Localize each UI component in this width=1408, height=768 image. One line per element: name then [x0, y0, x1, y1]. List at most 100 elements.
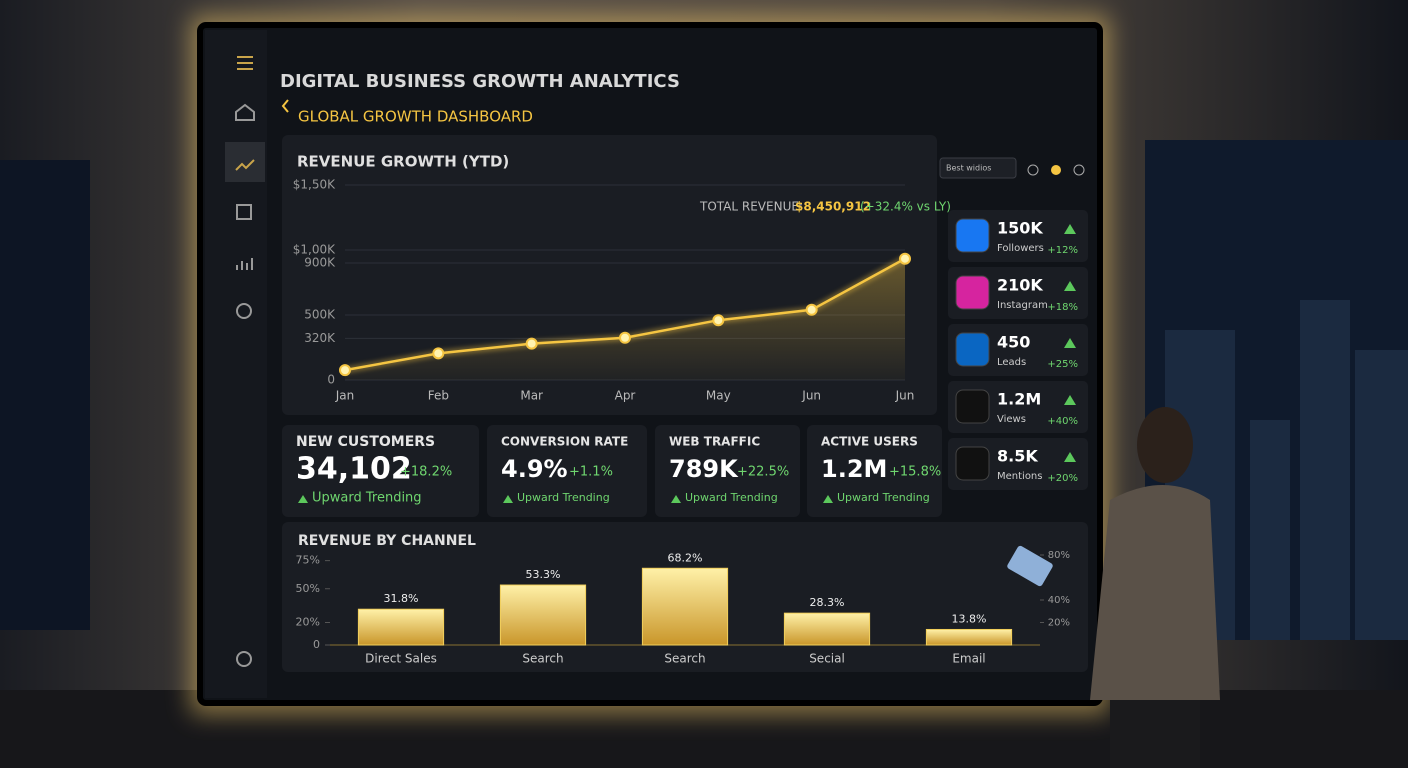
social-icon — [955, 446, 990, 481]
kpi-note: Upward Trending — [685, 491, 778, 504]
page-title: DIGITAL BUSINESS GROWTH ANALYTICS — [280, 71, 680, 92]
y2-tick-label: 40% — [1048, 595, 1070, 606]
x-tick-label: Feb — [428, 389, 449, 403]
kpi-note: Upward Trending — [312, 491, 422, 506]
total-change: (+32.4% vs LY) — [860, 200, 951, 214]
value-label: 53.3% — [526, 568, 561, 581]
up-arrow — [1064, 452, 1076, 462]
bar — [499, 584, 587, 646]
chart-icon[interactable] — [236, 258, 253, 270]
y-tick-label: 75% — [296, 554, 320, 567]
bell-icon[interactable] — [1051, 165, 1061, 175]
social-change: +18% — [1047, 302, 1078, 313]
x-tick-label: Search — [522, 652, 563, 666]
data-point — [432, 347, 445, 360]
social-label: Views — [997, 414, 1026, 425]
y-tick-label: 50% — [296, 582, 320, 595]
y-tick-label: 0 — [327, 373, 335, 387]
social-value: 450 — [997, 333, 1030, 352]
city-skyline — [1165, 300, 1408, 640]
breadcrumb[interactable]: GLOBAL GROWTH DASHBOARD — [298, 108, 533, 126]
gear-icon[interactable] — [1073, 164, 1085, 176]
social-label: Followers — [997, 243, 1044, 254]
kpi-change: +18.2% — [400, 465, 452, 480]
bar — [357, 608, 445, 646]
x-tick-label: Secial — [809, 652, 845, 666]
social-value: 1.2M — [997, 390, 1041, 409]
kpi-note: Upward Trending — [837, 491, 930, 504]
kpi-card — [655, 425, 800, 517]
kpi-card — [487, 425, 647, 517]
y-tick-label: 900K — [304, 256, 336, 270]
x-tick-label: Jun — [801, 389, 821, 403]
menu-icon[interactable] — [237, 56, 253, 70]
channel-title: REVENUE BY CHANNEL — [298, 533, 476, 549]
kpi-change: +15.8% — [889, 465, 941, 480]
settings-icon[interactable] — [236, 303, 252, 319]
x-tick-label: Mar — [520, 389, 543, 403]
help-icon[interactable] — [1027, 164, 1039, 176]
data-point — [712, 314, 725, 327]
sidebar-active — [225, 142, 265, 182]
value-label: 31.8% — [384, 592, 419, 605]
kpi-card — [807, 425, 942, 517]
up-arrow — [671, 495, 681, 503]
social-label: Instagram — [997, 300, 1048, 311]
bar — [925, 628, 1013, 646]
data-point — [339, 364, 351, 377]
sidebar-icons[interactable] — [235, 56, 255, 667]
kpi-row: NEW CUSTOMERS 34,102+18.2% Upward Trending… — [282, 425, 942, 517]
filter-text[interactable]: Best widios — [946, 164, 991, 173]
kpi-card — [282, 425, 479, 517]
back-arrow[interactable] — [281, 99, 289, 113]
person — [1007, 407, 1220, 768]
up-arrow — [1064, 395, 1076, 405]
kpi-value: 789K — [669, 455, 739, 483]
filter-dropdown[interactable] — [939, 157, 1017, 179]
kpi-title: WEB TRAFFIC — [669, 435, 760, 449]
x-tick-label: Search — [664, 652, 705, 666]
kpi-change: +1.1% — [569, 465, 613, 480]
social-label: Leads — [997, 357, 1026, 368]
up-arrow — [1064, 281, 1076, 291]
kpi-title: NEW CUSTOMERS — [296, 434, 435, 450]
social-value: 8.5K — [997, 447, 1038, 466]
social-icon — [955, 389, 990, 424]
kpi-value: 1.2M — [821, 455, 887, 483]
value-label: 28.3% — [810, 596, 845, 609]
kpi-change: +22.5% — [737, 465, 789, 480]
social-change: +20% — [1047, 473, 1078, 484]
bar — [783, 612, 871, 646]
y2-tick-label: 20% — [1048, 618, 1070, 629]
y2-tick-label: 80% — [1048, 550, 1070, 561]
report-icon[interactable] — [236, 204, 252, 220]
data-point — [525, 337, 538, 350]
up-arrow — [1064, 338, 1076, 348]
social-icon — [955, 332, 990, 367]
trend-icon[interactable] — [235, 159, 255, 171]
sidebar — [205, 30, 267, 698]
x-tick-label: Jan — [335, 389, 355, 403]
social-label: Mentions — [997, 471, 1042, 482]
social-value: 150K — [997, 219, 1043, 238]
kpi-value: 34,102 — [296, 452, 412, 487]
up-arrow — [823, 495, 833, 503]
social-icon — [955, 275, 990, 310]
x-tick-label: Direct Sales — [365, 652, 437, 666]
y-tick-label: 20% — [296, 616, 320, 629]
up-arrow — [298, 495, 308, 503]
x-tick-label: Email — [952, 652, 985, 666]
up-arrow — [503, 495, 513, 503]
left-window — [0, 160, 90, 630]
y-tick-label: 320K — [304, 331, 336, 345]
data-point — [619, 331, 631, 344]
social-change: +25% — [1047, 359, 1078, 370]
bar — [641, 567, 729, 646]
kpi-title: ACTIVE USERS — [821, 435, 918, 449]
social-column: 150K Followers +12% 210K Instagram +18% 450 Lea… — [948, 210, 1088, 490]
settings-icon-bottom[interactable] — [236, 651, 252, 667]
data-point — [805, 303, 818, 316]
home-icon[interactable] — [235, 103, 255, 121]
